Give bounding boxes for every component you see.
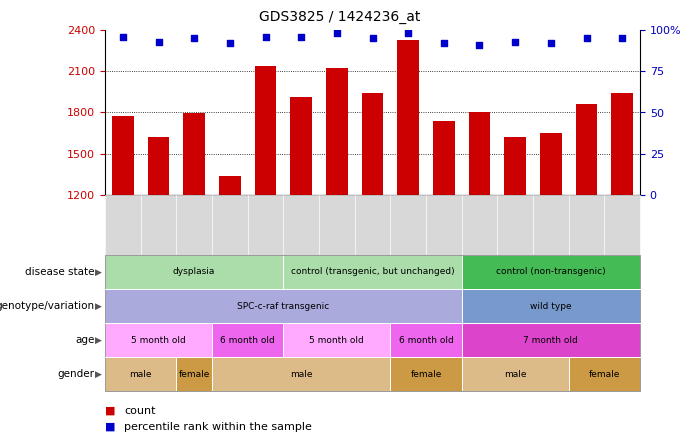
Text: GDS3825 / 1424236_at: GDS3825 / 1424236_at (259, 10, 421, 24)
Point (617, 35, 628, 42)
Point (367, 35, 378, 42)
Text: ▶: ▶ (95, 369, 101, 378)
Point (331, 30, 342, 37)
Bar (326, 68, 347, 195)
Text: 6 month old: 6 month old (220, 336, 275, 345)
Bar (255, 66, 276, 195)
Text: age: age (75, 335, 95, 345)
Point (403, 30, 413, 37)
Bar (184, 113, 205, 195)
Bar (290, 97, 312, 195)
Text: dysplasia: dysplasia (173, 267, 216, 277)
Text: ▶: ▶ (95, 301, 101, 310)
Bar (505, 137, 526, 195)
Point (224, 40, 235, 47)
Point (296, 33, 307, 40)
Text: ■: ■ (105, 421, 119, 432)
Point (153, 38, 164, 45)
Text: 5 month old: 5 month old (131, 336, 186, 345)
Text: ▶: ▶ (95, 336, 101, 345)
Text: disease state: disease state (25, 267, 95, 277)
Text: 5 month old: 5 month old (309, 336, 364, 345)
Bar (398, 40, 419, 195)
Point (545, 40, 556, 47)
Point (189, 35, 200, 42)
Text: count: count (124, 406, 156, 416)
Text: female: female (589, 369, 620, 378)
Point (510, 38, 521, 45)
Text: female: female (178, 369, 210, 378)
Bar (433, 122, 454, 195)
Text: ■: ■ (105, 406, 119, 416)
Text: gender: gender (58, 369, 95, 379)
Text: male: male (504, 369, 526, 378)
Text: ▶: ▶ (95, 267, 101, 277)
Text: control (transgenic, but unchanged): control (transgenic, but unchanged) (290, 267, 454, 277)
Bar (469, 112, 490, 195)
Text: wild type: wild type (530, 301, 572, 310)
Point (439, 40, 449, 47)
Text: female: female (410, 369, 442, 378)
Bar (611, 93, 633, 195)
Text: male: male (129, 369, 152, 378)
Text: SPC-c-raf transgenic: SPC-c-raf transgenic (237, 301, 329, 310)
Point (260, 33, 271, 40)
Text: control (non-transgenic): control (non-transgenic) (496, 267, 606, 277)
Bar (148, 137, 169, 195)
Text: 6 month old: 6 month old (398, 336, 454, 345)
Text: male: male (290, 369, 312, 378)
Point (474, 41, 485, 48)
Bar (576, 104, 597, 195)
Bar (219, 176, 241, 195)
Text: 7 month old: 7 month old (524, 336, 578, 345)
Text: genotype/variation: genotype/variation (0, 301, 95, 311)
Bar (362, 93, 384, 195)
Text: percentile rank within the sample: percentile rank within the sample (124, 421, 312, 432)
Bar (540, 133, 562, 195)
Point (118, 33, 129, 40)
Bar (112, 116, 133, 195)
Point (581, 35, 592, 42)
